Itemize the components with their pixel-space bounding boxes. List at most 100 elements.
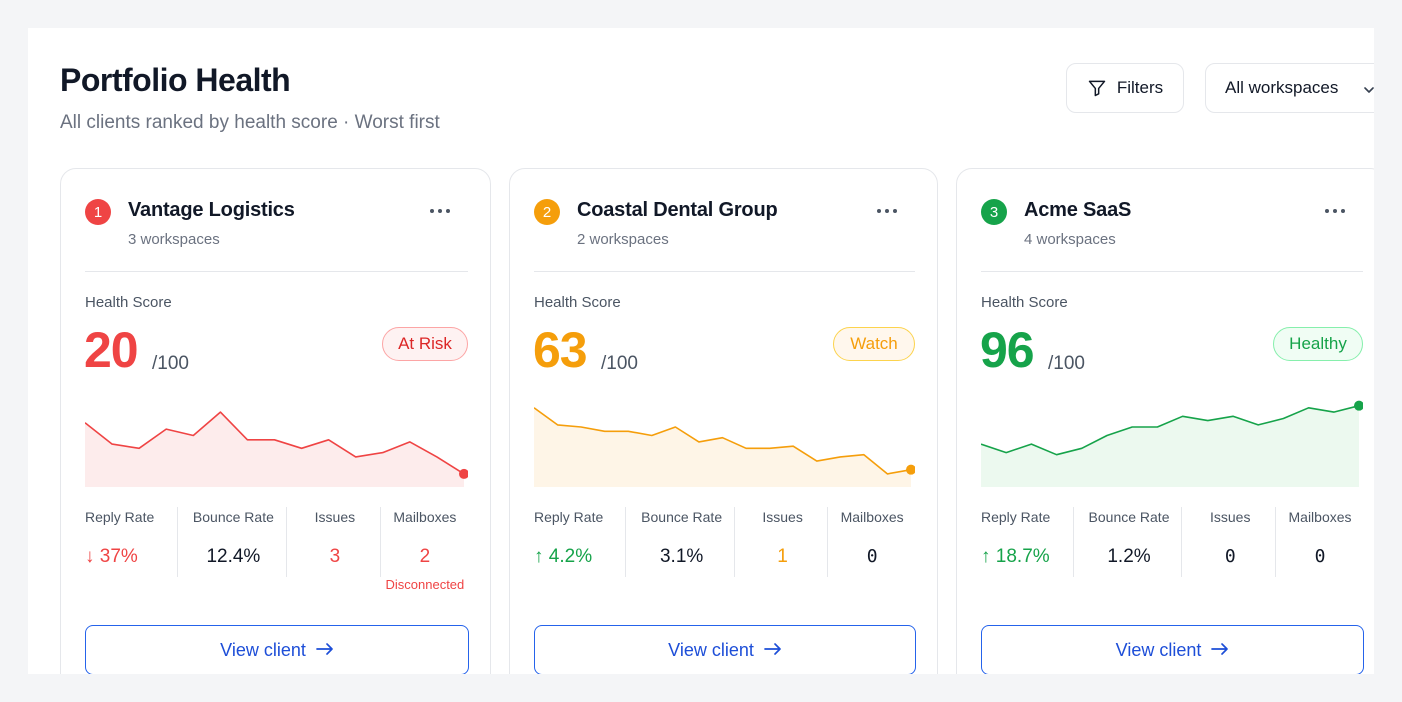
metric-label: Bounce Rate — [192, 509, 274, 525]
metric-divider — [827, 507, 829, 577]
client-card: 2 Coastal Dental Group 2 workspaces Heal… — [509, 168, 938, 674]
trend-line — [534, 407, 912, 475]
client-name[interactable]: Acme SaaS — [1024, 199, 1132, 221]
arrow-down-icon: ↓ — [85, 546, 95, 567]
reply-rate-value: ↑ 4.2% — [534, 546, 593, 567]
metrics-row: Reply Rate ↑ 18.7% Bounce Rate 1.2% Issu… — [981, 507, 1363, 577]
filters-button[interactable]: Filters — [1066, 63, 1184, 113]
metric-divider — [285, 507, 287, 577]
issues-value: 3 — [329, 546, 341, 567]
metric-label: Reply Rate — [534, 509, 604, 525]
chevron-down-icon — [1362, 82, 1374, 102]
metric-divider — [1072, 507, 1074, 577]
reply-rate-value: ↑ 18.7% — [981, 546, 1050, 567]
client-workspaces: 2 workspaces — [577, 231, 669, 248]
health-score-label: Health Score — [534, 294, 621, 311]
metric-issues: Issues 1 — [736, 509, 829, 577]
view-client-label: View client — [220, 639, 306, 660]
view-client-label: View client — [1115, 639, 1202, 660]
metrics-row: Reply Rate ↑ 4.2% Bounce Rate 3.1% Issue… — [534, 507, 915, 577]
bounce-rate-value: 3.1% — [659, 546, 704, 567]
health-trend-chart — [981, 400, 1363, 487]
metric-label: Mailboxes — [1288, 509, 1352, 525]
portfolio-panel: Portfolio Health All clients ranked by h… — [28, 28, 1374, 674]
metric-reply-rate: Reply Rate ↑ 4.2% — [534, 509, 627, 577]
status-badge: Healthy — [1273, 327, 1363, 361]
metric-reply-rate: Reply Rate ↓ 37% — [85, 509, 179, 577]
health-score-label: Health Score — [981, 294, 1068, 311]
metric-divider — [379, 507, 381, 577]
workspace-select-value: All workspaces — [1225, 78, 1339, 97]
mailboxes-value: 0 — [866, 546, 878, 567]
metric-issues: Issues 0 — [1183, 509, 1277, 577]
card-divider — [85, 271, 468, 272]
card-divider — [981, 271, 1363, 272]
metric-mailboxes: Mailboxes 0 — [1277, 509, 1363, 577]
rank-badge: 3 — [981, 199, 1007, 225]
rank-badge: 1 — [85, 199, 111, 225]
page-title: Portfolio Health — [60, 62, 291, 98]
status-badge: Watch — [833, 327, 915, 361]
metric-bounce-rate: Bounce Rate 3.1% — [627, 509, 736, 577]
metric-label: Mailboxes — [840, 509, 904, 525]
page-subtitle: All clients ranked by health score · Wor… — [60, 112, 440, 133]
metrics-row: Reply Rate ↓ 37% Bounce Rate 12.4% Issue… — [85, 507, 468, 592]
metric-bounce-rate: Bounce Rate 1.2% — [1075, 509, 1184, 577]
trend-latest-point — [1354, 400, 1363, 411]
health-score-max: /100 — [152, 353, 189, 374]
client-card: 1 Vantage Logistics 3 workspaces Health … — [60, 168, 491, 674]
health-score-value: 96 — [980, 322, 1035, 378]
metric-reply-rate: Reply Rate ↑ 18.7% — [981, 509, 1075, 577]
card-divider — [534, 271, 915, 272]
view-client-button[interactable]: View client — [534, 625, 916, 674]
metric-divider — [1275, 507, 1277, 577]
client-name[interactable]: Vantage Logistics — [128, 199, 295, 221]
metric-issues: Issues 3 — [288, 509, 382, 577]
metric-mailboxes: Mailboxes 2 Disconnected — [382, 509, 468, 592]
trend-line — [85, 411, 465, 475]
view-client-button[interactable]: View client — [981, 625, 1364, 674]
metric-divider — [1181, 507, 1183, 577]
arrow-up-icon: ↑ — [534, 546, 544, 567]
issues-value: 1 — [777, 546, 788, 567]
trend-area — [981, 405, 1359, 487]
trend-area — [534, 407, 911, 487]
metric-mailboxes: Mailboxes 0 — [829, 509, 915, 577]
status-badge: At Risk — [382, 327, 468, 361]
filters-label: Filters — [1116, 78, 1164, 97]
health-score-value: 20 — [84, 322, 139, 378]
more-icon[interactable] — [424, 199, 456, 223]
metric-label: Issues — [762, 509, 803, 525]
health-score-max: /100 — [1048, 353, 1085, 374]
metric-label: Reply Rate — [85, 509, 155, 525]
more-icon[interactable] — [871, 199, 903, 223]
mailboxes-value: 0 — [1314, 546, 1326, 567]
mailboxes-status: Disconnected — [385, 577, 465, 592]
trend-latest-point — [906, 464, 915, 475]
reply-rate-value: ↓ 37% — [85, 546, 138, 567]
metric-label: Issues — [1210, 509, 1251, 525]
metric-label: Reply Rate — [981, 509, 1051, 525]
arrow-right-icon — [316, 640, 334, 661]
metric-label: Issues — [314, 509, 356, 525]
health-trend-chart — [534, 407, 915, 487]
trend-area — [85, 412, 464, 487]
filter-icon — [1087, 78, 1107, 98]
metric-divider — [733, 507, 735, 577]
workspace-select[interactable]: All workspaces — [1205, 63, 1374, 113]
trend-line — [981, 404, 1360, 456]
bounce-rate-value: 1.2% — [1107, 546, 1151, 567]
client-name[interactable]: Coastal Dental Group — [577, 199, 778, 221]
bounce-rate-value: 12.4% — [206, 546, 261, 567]
client-card: 3 Acme SaaS 4 workspaces Health Score 96… — [956, 168, 1374, 674]
metric-divider — [176, 507, 178, 577]
metric-label: Bounce Rate — [641, 509, 723, 525]
health-score-value: 63 — [533, 322, 588, 378]
mailboxes-value: 2 — [419, 546, 431, 567]
metric-label: Mailboxes — [393, 509, 457, 525]
view-client-button[interactable]: View client — [85, 625, 469, 674]
metric-bounce-rate: Bounce Rate 12.4% — [179, 509, 288, 577]
client-workspaces: 3 workspaces — [128, 231, 220, 248]
more-icon[interactable] — [1319, 199, 1351, 223]
rank-badge: 2 — [534, 199, 560, 225]
